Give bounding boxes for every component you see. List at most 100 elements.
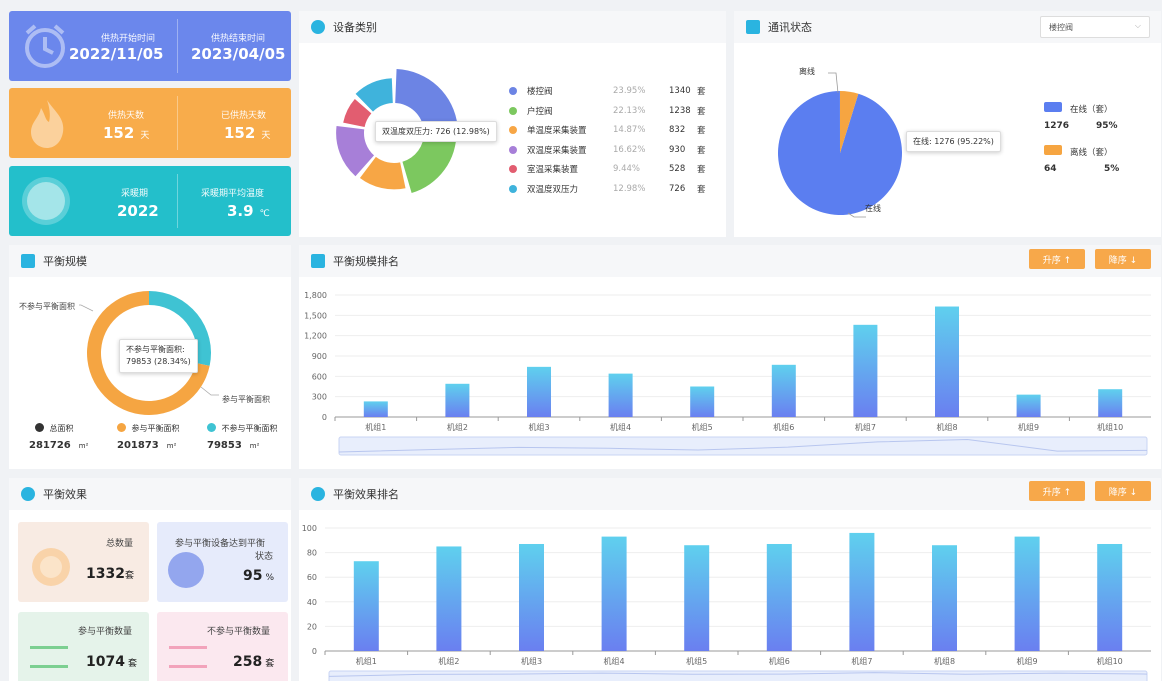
balance-effect-icon [21,487,35,501]
device-pie-chart[interactable] [329,63,459,203]
device-slice-4[interactable] [336,125,375,177]
legend-unit: 套 [697,184,706,195]
out-balance-label: 不参与平衡数量 [207,627,271,637]
device-slice-5[interactable] [343,98,372,127]
not-balance-arc[interactable] [149,291,211,366]
x-tick-label: 机组3 [528,422,549,432]
bar[interactable] [690,386,715,418]
comm-pie-chart[interactable] [774,65,924,225]
start-label: 供热开始时间 [101,34,156,44]
device-slice-2[interactable] [402,131,457,193]
y-tick-label: 300 [312,393,327,402]
offline-label: 离线（套） [1070,148,1113,158]
balance-effect-title: 平衡效果 [43,488,87,501]
device-legend-item[interactable]: 室温采集装置 9.44% 528 套 [509,163,709,175]
x-tick-label: 机组6 [773,422,794,432]
bar[interactable] [853,324,878,417]
bar[interactable] [1014,536,1040,651]
scale-ranking-icon [311,254,325,268]
x-tick-label: 机组10 [1097,422,1123,432]
bar[interactable] [363,401,388,417]
sun-icon [22,177,70,225]
bar[interactable] [1098,389,1123,417]
legend-dot [509,165,517,173]
offline-slice[interactable] [840,91,859,153]
comm-status-card: 通讯状态 楼控阀 ⌵ 离线 在线 在线: 1276 (95.22%) 在线（套）… [734,11,1161,237]
online-slice[interactable] [778,91,902,215]
legend-name: 不参与平衡面积 [221,424,278,433]
legend-name: 总面积 [49,424,74,433]
bar[interactable] [445,383,470,417]
x-tick-label: 机组1 [365,422,386,432]
online-swatch [1044,102,1062,112]
scale-ranking-header: 平衡规模排名 [299,245,1161,277]
legend-count: 726 [669,183,686,194]
zoom-preview-line [338,439,1148,453]
offline-pct: 5% [1104,164,1120,174]
comm-tooltip: 在线: 1276 (95.22%) [906,131,1001,152]
bar[interactable] [601,536,627,651]
heating-days-card: 供热天数 152 天 已供热天数 152 天 [9,88,291,158]
period-value: 2022 [117,202,159,220]
bar[interactable] [353,561,379,651]
bar[interactable] [519,543,544,651]
bar[interactable] [935,306,959,417]
device-slice-1[interactable] [395,69,458,130]
bar[interactable] [684,545,710,651]
sort-desc-button[interactable]: 降序 ↓ [1095,249,1151,269]
zoom-slider[interactable] [338,436,1148,456]
device-slice-3[interactable] [359,156,406,190]
bar[interactable] [436,546,462,651]
x-tick-label: 机组8 [936,422,957,432]
legend-unit: 套 [697,106,706,117]
bar[interactable] [932,545,957,651]
legend-pct: 14.87% [613,125,646,135]
device-type-select[interactable]: 楼控阀 ⌵ [1040,16,1150,38]
bar[interactable] [608,373,633,417]
grid-icon [168,552,204,588]
balance-legend-item[interactable]: 不参与平衡面积 [207,423,278,434]
online-count: 1276 [1044,121,1070,131]
scale-icon [169,646,207,668]
bar[interactable] [1097,543,1123,651]
legend-count: 1238 [669,105,691,116]
online-callout-line [847,212,866,218]
device-legend-item[interactable]: 楼控阀 23.95% 1340 套 [509,85,709,97]
bar[interactable] [771,364,796,417]
effect-sort-asc-button[interactable]: 升序 ↑ [1029,481,1085,501]
device-legend-item[interactable]: 单温度采集装置 14.87% 832 套 [509,124,709,136]
balance-legend-item[interactable]: 参与平衡面积 [117,423,180,434]
device-legend-item[interactable]: 双温度双压力 12.98% 726 套 [509,183,709,195]
legend-unit: 套 [697,87,706,97]
legend-dot [509,145,517,154]
rate-label-2: 状态 [255,552,274,562]
balance-legend-value: 281726 m² [29,440,89,451]
balance-ring-chart[interactable] [79,283,219,423]
legend-pct: 9.44% [613,164,641,174]
balance-legend-item[interactable]: 总面积 [35,423,74,434]
scale-icon [30,646,68,668]
zoom-slider[interactable] [328,670,1148,681]
y-tick-label: 0 [322,413,327,422]
y-tick-label: 600 [312,372,327,381]
device-slice-6[interactable] [355,78,393,112]
bar[interactable] [766,543,792,651]
device-legend-item[interactable]: 户控阀 22.13% 1238 套 [509,105,709,117]
legend-unit: 套 [697,126,706,136]
effect-sort-desc-button[interactable]: 降序 ↓ [1095,481,1151,501]
sort-asc-button[interactable]: 升序 ↑ [1029,249,1085,269]
online-label: 在线（套） [1070,105,1113,115]
legend-dot [509,184,517,193]
device-legend-item[interactable]: 双温度采集装置 16.62% 930 套 [509,144,709,156]
bar[interactable] [849,532,875,651]
legend-unit: 套 [697,165,706,175]
scale-ranking-chart: 0 300 600 900 1,200 1,500 1,800 机组1 机组2 机组3 机组4 机组5… [304,291,1151,456]
bar[interactable] [1016,394,1041,417]
effect-ranking-chart: 0 20 40 60 80 100 机组1 机组2 机组3 机组4 机组5 机组6 机组7 机组8 机组9 机… [302,524,1151,681]
bar[interactable] [527,366,551,417]
legend-dot [509,87,517,95]
balance-scale-title: 平衡规模 [43,255,87,268]
done-value: 152 天 [224,124,271,142]
device-category-card: 设备类别 双温度双压力: 726 (12.98%) 楼控阀 23.95% 134… [299,11,726,237]
chevron-down-icon: ⌵ [1134,21,1141,30]
